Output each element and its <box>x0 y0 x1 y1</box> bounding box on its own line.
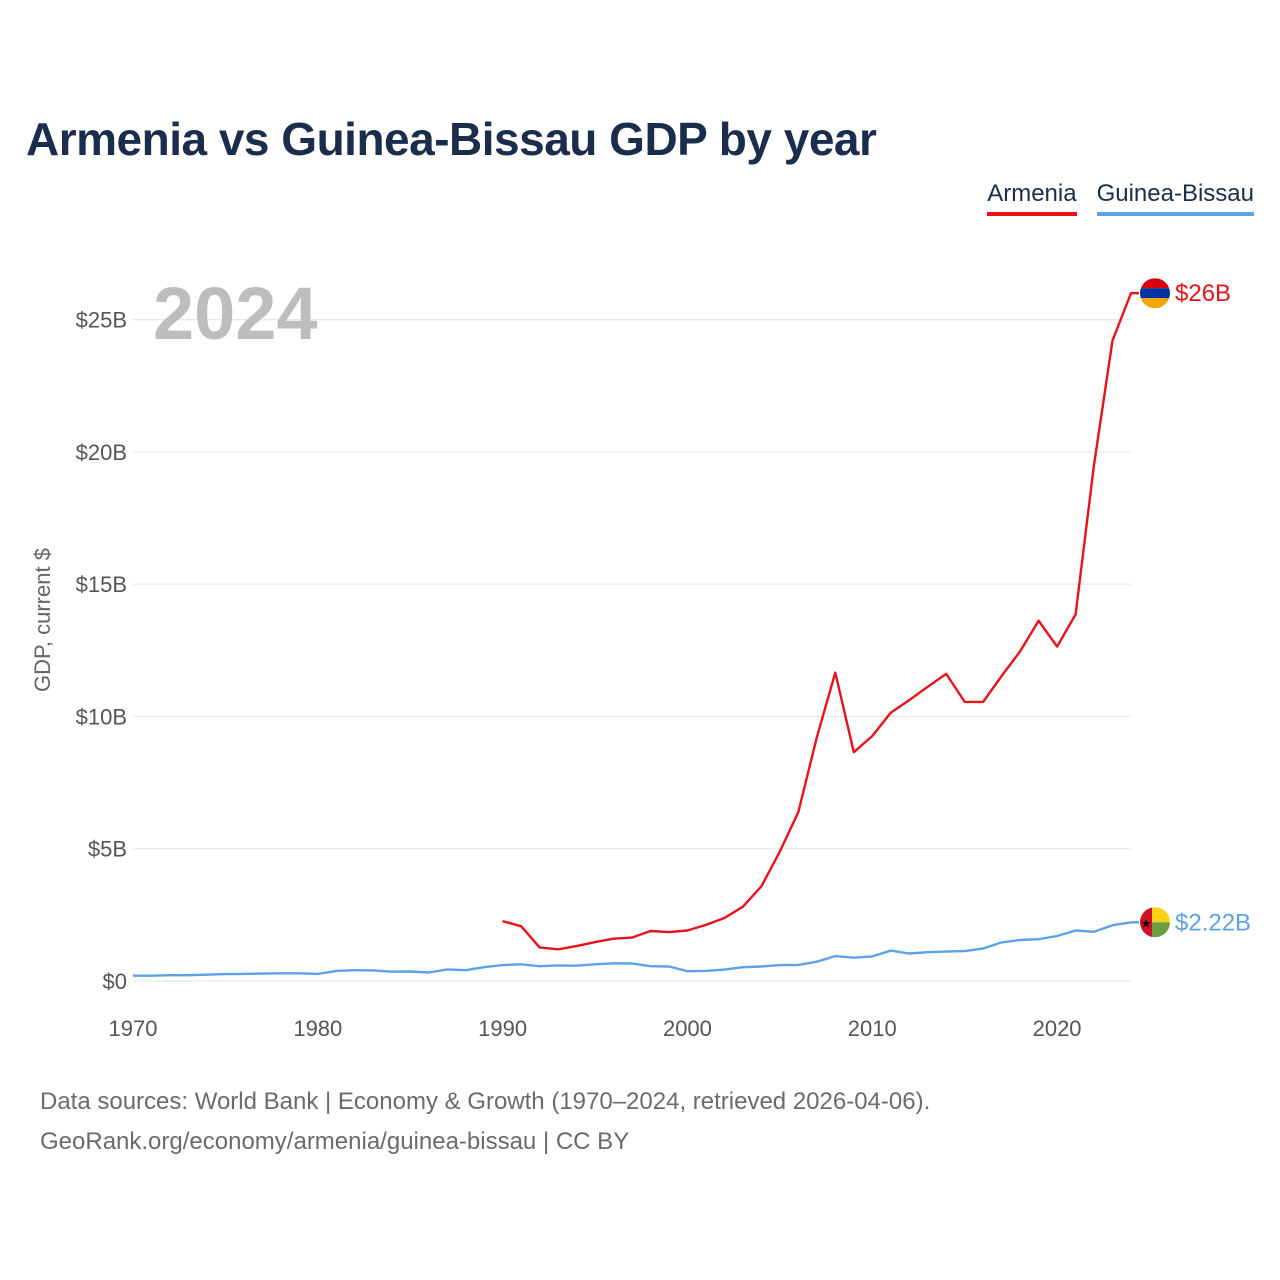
legend-item-guinea-bissau[interactable]: Guinea-Bissau <box>1096 180 1254 216</box>
x-tick-label: 1970 <box>109 1016 158 1041</box>
series-lines <box>133 292 1139 977</box>
y-tick-label: $10B <box>76 704 127 729</box>
x-tick-label: 2000 <box>663 1016 712 1041</box>
source-line-2[interactable]: GeoRank.org/economy/armenia/guinea-bissa… <box>40 1128 630 1155</box>
armenia-end-label: $26B <box>1175 280 1231 307</box>
source-line-1: Data sources: World Bank | Economy & Gro… <box>40 1088 931 1115</box>
series-line-guinea-bissau[interactable] <box>133 921 1139 977</box>
grid-lines <box>133 319 1131 982</box>
y-tick-label: $0 <box>103 969 127 994</box>
x-tick-label: 2020 <box>1033 1016 1082 1041</box>
legend-item-armenia[interactable]: Armenia <box>987 180 1077 216</box>
chart-title: Armenia vs Guinea-Bissau GDP by year <box>26 113 877 165</box>
y-tick-label: $5B <box>88 837 127 862</box>
series-end-markers: ★ <box>1140 278 1170 938</box>
y-tick-label: $25B <box>76 308 127 333</box>
guinea-bissau-end-label: $2.22B <box>1175 909 1251 936</box>
y-axis-ticks: $0 $5B $10B $15B $20B $25B <box>76 308 127 994</box>
x-tick-label: 1990 <box>478 1016 527 1041</box>
y-tick-label: $20B <box>76 440 127 465</box>
x-tick-label: 1980 <box>293 1016 342 1041</box>
y-axis-label: GDP, current $ <box>30 548 55 692</box>
series-line-armenia[interactable] <box>502 292 1139 951</box>
legend: Armenia Guinea-Bissau <box>987 180 1254 216</box>
svg-text:★: ★ <box>1141 916 1152 930</box>
year-watermark: 2024 <box>153 272 318 355</box>
x-axis-ticks: 1970 1980 1990 2000 2010 2020 <box>109 1016 1082 1041</box>
source-note: Data sources: World Bank | Economy & Gro… <box>40 1082 930 1162</box>
guinea-bissau-flag-icon: ★ <box>1140 907 1170 938</box>
x-tick-label: 2010 <box>848 1016 897 1041</box>
y-tick-label: $15B <box>76 572 127 597</box>
armenia-flag-icon <box>1140 278 1170 309</box>
